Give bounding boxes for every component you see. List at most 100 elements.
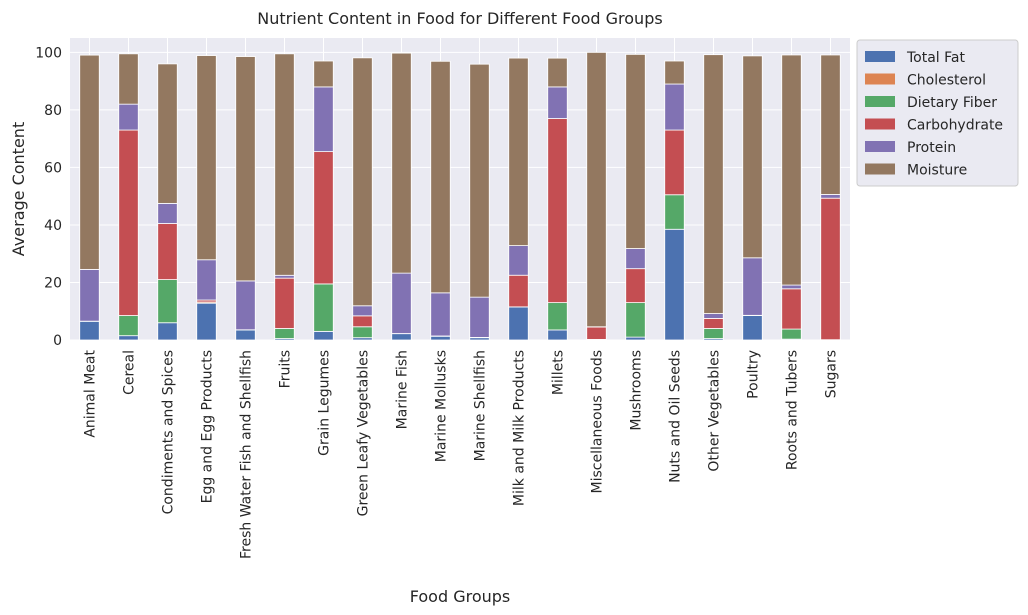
bar-nuts-and-oil-seeds-moisture (664, 60, 685, 85)
bar-nuts-and-oil-seeds-carbohydrate (664, 129, 685, 196)
bar-mushrooms-carbohydrate (625, 268, 646, 304)
y-tick-label: 100 (35, 45, 62, 61)
legend-label-cholesterol: Cholesterol (907, 73, 986, 89)
bar-miscellaneous-foods-carbohydrate (586, 326, 607, 340)
legend-swatch-dietary-fiber (865, 96, 895, 107)
legend-swatch-total-fat (865, 51, 895, 62)
bar-fresh-water-fish-and-shellfish-moisture (235, 56, 256, 282)
bar-marine-shellfish-protein (469, 296, 490, 338)
x-tick-label: Mushrooms (629, 350, 645, 431)
bar-cereal-carbohydrate (118, 129, 139, 316)
plot-area (70, 38, 850, 340)
bar-condiments-and-spices-total-fat (157, 322, 178, 341)
bar-animal-meat-protein (79, 268, 100, 322)
bar-animal-meat-moisture (79, 54, 100, 270)
x-tick-label: Condiments and Spices (161, 350, 177, 514)
legend-label-moisture: Moisture (907, 163, 967, 179)
chart-title: Nutrient Content in Food for Different F… (257, 9, 662, 28)
legend-label-protein: Protein (907, 140, 956, 156)
x-tick-label: Other Vegetables (707, 350, 723, 472)
bar-milk-and-milk-products-moisture (508, 57, 529, 247)
bar-mushrooms-moisture (625, 53, 646, 249)
bar-marine-fish-total-fat (391, 333, 412, 341)
bar-marine-mollusks-total-fat (430, 335, 451, 341)
x-tick-label: Grain Legumes (317, 350, 333, 456)
bar-condiments-and-spices-moisture (157, 63, 178, 204)
y-tick-labels: 0 20 40 60 80 100 (35, 45, 62, 349)
bar-nuts-and-oil-seeds-dietary-fiber (664, 194, 685, 230)
bar-millets-carbohydrate (547, 118, 568, 304)
bars (79, 51, 841, 341)
bar-marine-mollusks-moisture (430, 60, 451, 294)
bar-millets-dietary-fiber (547, 302, 568, 331)
bar-green-leafy-vegetables-protein (352, 305, 373, 317)
bar-fruits-protein (274, 274, 295, 279)
bar-green-leafy-vegetables-dietary-fiber (352, 326, 373, 339)
y-tick-label: 80 (44, 103, 62, 119)
legend-swatch-carbohydrate (865, 118, 895, 130)
bar-roots-and-tubers-moisture (781, 54, 802, 286)
bar-other-vegetables-carbohydrate (703, 318, 724, 329)
bar-egg-and-egg-products-moisture (196, 55, 217, 261)
x-tick-label: Fresh Water Fish and Shellfish (239, 350, 255, 559)
legend-label-carbohydrate: Carbohydrate (907, 118, 1003, 134)
x-tick-label: Millets (551, 350, 567, 395)
x-tick-label: Marine Mollusks (434, 350, 450, 462)
bar-grain-legumes-total-fat (313, 330, 334, 341)
bar-mushrooms-protein (625, 248, 646, 270)
x-tick-label: Sugars (824, 350, 840, 398)
x-tick-label: Fruits (278, 350, 294, 388)
bar-other-vegetables-protein (703, 313, 724, 319)
bar-condiments-and-spices-protein (157, 202, 178, 224)
bar-nuts-and-oil-seeds-protein (664, 83, 685, 131)
x-tick-label: Egg and Egg Products (200, 350, 216, 503)
bar-grain-legumes-carbohydrate (313, 151, 334, 285)
bar-nuts-and-oil-seeds-total-fat (664, 228, 685, 341)
x-tick-label: Nuts and Oil Seeds (668, 350, 684, 483)
bar-miscellaneous-foods-moisture (586, 51, 607, 328)
bar-grain-legumes-protein (313, 86, 334, 153)
bar-mushrooms-dietary-fiber (625, 302, 646, 338)
x-tick-label: Animal Meat (83, 350, 99, 438)
bar-roots-and-tubers-protein (781, 284, 802, 290)
bar-millets-moisture (547, 57, 568, 88)
bar-fresh-water-fish-and-shellfish-protein (235, 280, 256, 331)
legend: Total Fat Cholesterol Dietary Fiber Carbohy… (856, 39, 1019, 187)
bar-poultry-total-fat (742, 315, 763, 341)
x-tick-label: Marine Fish (395, 350, 411, 429)
x-tick-label: Cereal (122, 350, 138, 395)
bar-marine-fish-protein (391, 272, 412, 334)
bar-cereal-dietary-fiber (118, 315, 139, 337)
y-axis-label: Average Content (9, 122, 28, 256)
bar-roots-and-tubers-dietary-fiber (781, 328, 802, 340)
bar-milk-and-milk-products-carbohydrate (508, 274, 529, 308)
legend-box (856, 39, 1019, 187)
x-tick-labels: Animal Meat Cereal Condiments and Spices Eg… (83, 350, 840, 560)
bar-other-vegetables-moisture (703, 54, 724, 314)
bar-milk-and-milk-products-total-fat (508, 306, 529, 341)
bar-animal-meat-total-fat (79, 320, 100, 341)
bar-condiments-and-spices-dietary-fiber (157, 279, 178, 324)
legend-label-total-fat: Total Fat (906, 50, 965, 66)
y-tick-label: 60 (44, 160, 62, 176)
legend-swatch-moisture (865, 163, 895, 175)
y-tick-label: 20 (44, 275, 62, 291)
bar-grain-legumes-moisture (313, 60, 334, 88)
x-tick-label: Milk and Milk Products (512, 350, 528, 506)
bar-millets-protein (547, 86, 568, 119)
bar-egg-and-egg-products-total-fat (196, 302, 217, 341)
bar-condiments-and-spices-carbohydrate (157, 223, 178, 280)
bar-poultry-protein (742, 257, 763, 316)
bar-fruits-carbohydrate (274, 277, 295, 329)
bar-sugars-carbohydrate (820, 197, 841, 341)
bar-grain-legumes-dietary-fiber (313, 283, 334, 332)
x-tick-label: Green Leafy Vegetables (356, 350, 372, 516)
x-axis-label: Food Groups (410, 587, 511, 606)
bar-egg-and-egg-products-protein (196, 259, 217, 301)
bar-mushrooms-total-fat (625, 336, 646, 341)
bar-marine-fish-moisture (391, 52, 412, 274)
bar-millets-total-fat (547, 329, 568, 341)
bar-marine-mollusks-protein (430, 292, 451, 337)
bar-green-leafy-vegetables-moisture (352, 57, 373, 307)
